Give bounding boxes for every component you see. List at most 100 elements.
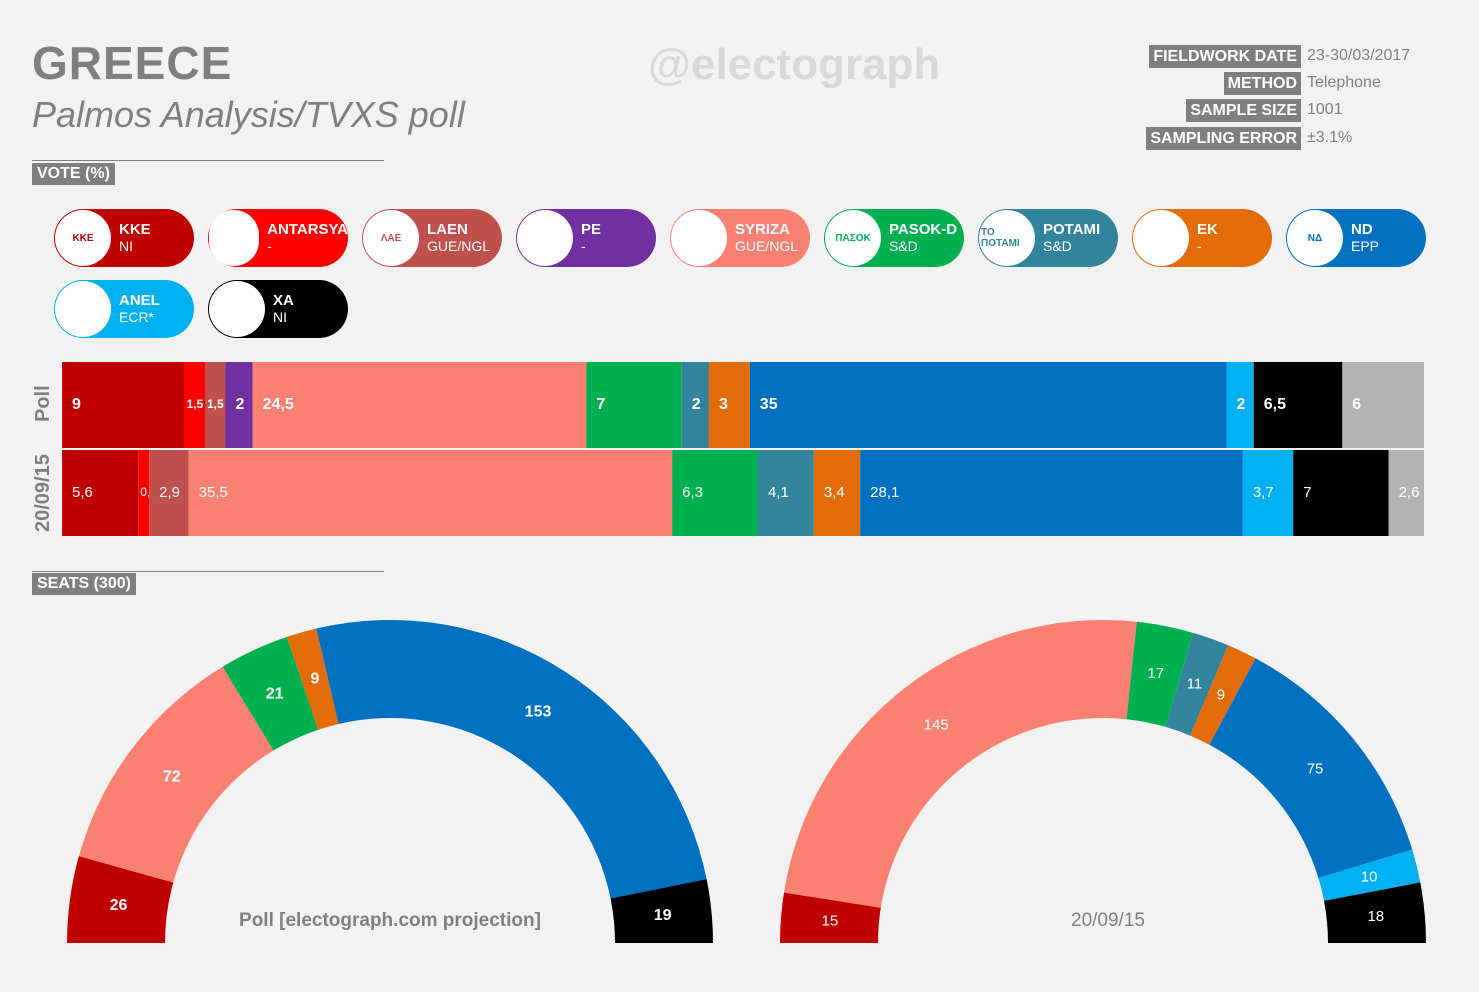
bar-segment-ek <box>708 362 750 448</box>
legend-party-group: EPP <box>1351 238 1380 254</box>
bar-value-label: 35 <box>760 396 778 413</box>
bar-value-label: 2 <box>235 396 244 413</box>
pasok-d-logo-icon: ΠΑΣΟΚ <box>825 210 881 266</box>
bar-segment-potami <box>757 450 814 536</box>
bar-segment-other <box>1388 450 1424 536</box>
bar-segment-nd <box>749 362 1227 448</box>
bar-segment-other <box>1342 362 1424 448</box>
legend-text: ANEL ECR* <box>119 292 160 326</box>
meta-value: 23-30/03/2017 <box>1307 47 1411 64</box>
kke-logo-icon: KKE <box>55 210 111 266</box>
bar-segment-xa <box>1293 450 1389 536</box>
bar-segment-anel <box>1226 362 1254 448</box>
bar-segment-kke <box>62 362 185 448</box>
meta-key: METHOD <box>1223 71 1301 95</box>
seat-arc-xa <box>610 879 713 943</box>
bar-segment-xa <box>1253 362 1343 448</box>
legend-party-name: SYRIZA <box>735 221 791 238</box>
baseline-mask <box>65 943 715 992</box>
legend-party-group: - <box>1197 238 1202 254</box>
meta-value: ±3.1% <box>1307 129 1353 146</box>
legend-party-group: NI <box>273 309 287 325</box>
seat-count-label: 15 <box>822 912 839 929</box>
semicircle-title: 20/09/15 <box>1071 910 1145 931</box>
legend-party-name: ND <box>1351 221 1373 238</box>
legend-party-group: NI <box>119 238 133 254</box>
meta-row: SAMPLING ERROR ±3.1% <box>1146 126 1417 150</box>
bar-segment-kke <box>62 450 139 536</box>
bar-segment-laen <box>205 362 226 448</box>
legend-text: ND EPP <box>1351 221 1379 255</box>
syriza-logo-icon <box>671 210 727 266</box>
seat-count-label: 9 <box>1217 687 1225 704</box>
section-label-vote: VOTE (%) <box>32 163 115 185</box>
legend-text: POTAMI S&D <box>1043 221 1100 255</box>
bar-value-label: 2,9 <box>159 484 180 501</box>
bar-segment-antarsya <box>184 362 206 448</box>
watermark: @electograph <box>648 40 941 89</box>
baseline-mask <box>778 943 1428 992</box>
legend-text: KKE NI <box>119 221 151 255</box>
meta-key: FIELDWORK DATE <box>1149 44 1301 68</box>
page-subtitle: Palmos Analysis/TVXS poll <box>32 94 465 135</box>
meta-row: METHOD Telephone <box>1223 71 1417 95</box>
bar-value-label: 35,5 <box>199 484 228 501</box>
pe-logo-icon <box>517 210 573 266</box>
seat-count-label: 145 <box>924 717 949 734</box>
semicircle-title: Poll [electograph.com projection] <box>239 910 541 931</box>
xa-logo-icon <box>209 281 265 337</box>
legend-party-name: EK <box>1197 221 1218 238</box>
bar-value-label: 1,5 <box>187 397 204 411</box>
antarsya-logo-icon <box>209 210 260 266</box>
legend-text: PE - <box>581 221 601 255</box>
bar-value-label: 1,5 <box>207 397 224 411</box>
legend-party-name: ANEL <box>119 292 160 309</box>
bar-value-label: 5,6 <box>72 484 93 501</box>
seat-arc-kke <box>780 892 881 943</box>
seat-arc-pasok-d <box>1126 621 1194 727</box>
seat-arc-syriza <box>78 666 274 883</box>
potami-logo-icon: ΤΟ ΠΟΤΑΜΙ <box>979 210 1035 266</box>
bar-value-label: 4,1 <box>768 484 789 501</box>
meta-value: Telephone <box>1307 74 1381 91</box>
legend-party-group: GUE/NGL <box>427 238 491 254</box>
bar-segment-ek <box>813 450 861 536</box>
bar-value-label: 2 <box>1237 396 1246 413</box>
legend-item-pasok-d: ΠΑΣΟΚ PASOK-D S&D <box>824 209 964 267</box>
meta-value: 1001 <box>1307 101 1343 118</box>
legend-item-antarsya: ANTARSYA - <box>208 209 348 267</box>
legend-item-kke: KKE KKE NI <box>54 209 194 267</box>
legend-party-name: LAEN <box>427 221 468 238</box>
legend-party-name: PE <box>581 221 602 238</box>
bar-segment-pasok-d <box>672 450 758 536</box>
bar-value-label: 0,8 <box>140 485 157 499</box>
bar-segment-pasok-d <box>586 362 682 448</box>
bar-segment-nd <box>860 450 1243 536</box>
legend-item-xa: XA NI <box>208 280 348 338</box>
legend-party-group: GUE/NGL <box>735 238 799 254</box>
seat-count-label: 11 <box>1187 676 1203 693</box>
seat-count-label: 17 <box>1147 665 1164 682</box>
section-divider <box>32 160 384 161</box>
bar-value-label: 6 <box>1352 396 1361 413</box>
bar-value-label: 6,3 <box>682 484 703 501</box>
bar-value-label: 6,5 <box>1264 396 1286 413</box>
seat-arc-nd <box>1209 658 1413 878</box>
legend-text: ANTARSYA - <box>267 221 348 255</box>
nd-logo-icon: ΝΔ <box>1287 210 1343 266</box>
seat-count-label: 26 <box>110 897 128 914</box>
bar-segment-potami <box>681 362 709 448</box>
legend-text: PASOK-D S&D <box>889 221 957 255</box>
legend-item-syriza: SYRIZA GUE/NGL <box>670 209 810 267</box>
bar-value-label: 3,7 <box>1253 484 1274 501</box>
bar-value-label: 9 <box>72 396 81 413</box>
legend-text: SYRIZA GUE/NGL <box>735 221 798 255</box>
legend-party-name: XA <box>273 292 294 309</box>
meta-key: SAMPLE SIZE <box>1186 98 1301 122</box>
seat-arc-xa <box>1324 882 1426 943</box>
seat-count-label: 9 <box>310 671 319 688</box>
legend-party-name: ANTARSYA <box>267 221 348 238</box>
seat-count-label: 153 <box>525 704 552 721</box>
bar-segment-laen <box>149 450 189 536</box>
section-divider <box>32 571 384 572</box>
